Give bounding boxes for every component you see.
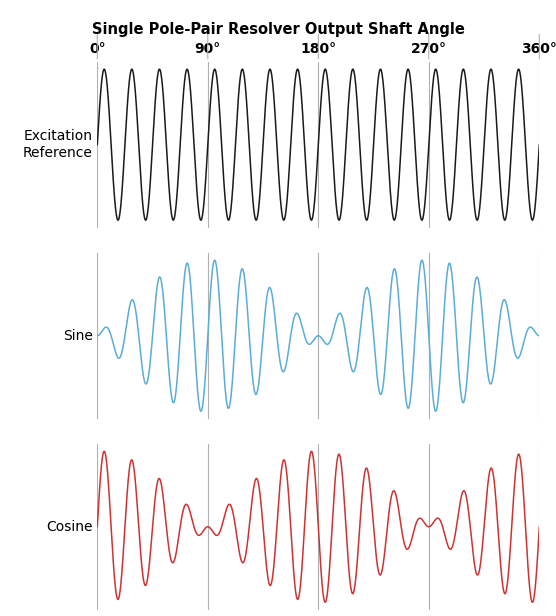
Text: Cosine: Cosine [46,520,93,534]
Text: Single Pole-Pair Resolver Output Shaft Angle: Single Pole-Pair Resolver Output Shaft A… [92,22,464,36]
Text: 90°: 90° [195,42,221,56]
Text: Excitation
Reference: Excitation Reference [23,129,93,160]
Text: 270°: 270° [411,42,447,56]
Text: Sine: Sine [63,329,93,342]
Text: 360°: 360° [522,42,556,56]
Text: 0°: 0° [89,42,106,56]
Text: 180°: 180° [300,42,336,56]
